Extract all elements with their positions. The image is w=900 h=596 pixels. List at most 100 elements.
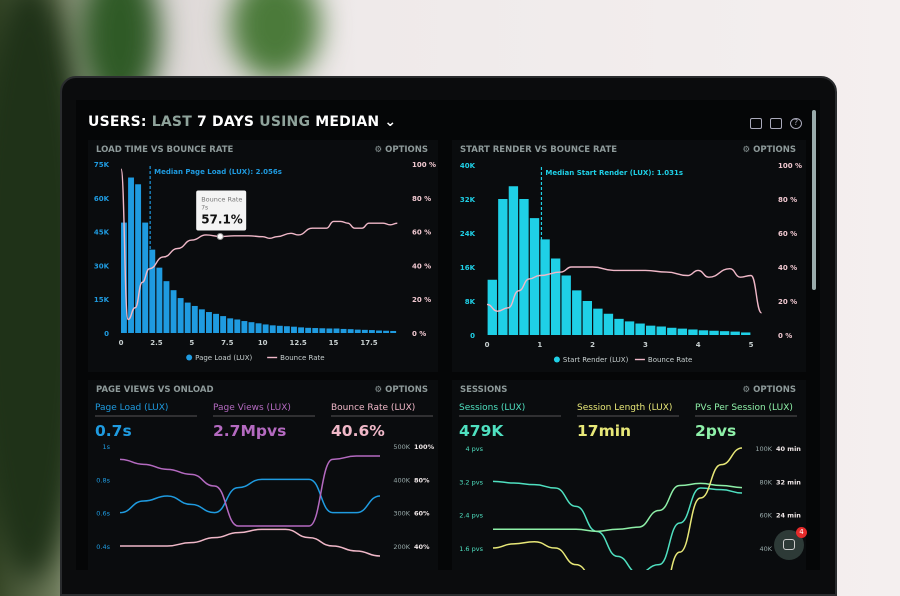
options-button[interactable]: ⚙ OPTIONS: [375, 385, 428, 395]
histogram-bar[interactable]: [135, 184, 142, 333]
histogram-bar[interactable]: [312, 328, 319, 333]
histogram-bar[interactable]: [624, 321, 635, 335]
histogram-bar[interactable]: [376, 330, 382, 333]
histogram-bar[interactable]: [561, 275, 571, 336]
histogram-bar[interactable]: [667, 327, 677, 335]
histogram-bar[interactable]: [191, 305, 198, 333]
histogram-bar[interactable]: [255, 323, 262, 333]
histogram-bar[interactable]: [198, 309, 205, 333]
histogram-bar[interactable]: [276, 325, 283, 333]
histogram-bar[interactable]: [248, 322, 255, 333]
period-selector[interactable]: 7 DAYS: [197, 114, 255, 130]
histogram-bar[interactable]: [572, 290, 582, 335]
histogram-bar[interactable]: [213, 313, 219, 333]
histogram-bar[interactable]: [333, 328, 340, 333]
x-tick-label: 5: [749, 341, 754, 349]
histogram-bar[interactable]: [635, 323, 645, 335]
panel-title: LOAD TIME VS BOUNCE RATE: [96, 145, 234, 155]
histogram-bar[interactable]: [593, 308, 603, 335]
histogram-bar[interactable]: [128, 177, 134, 333]
histogram-bar[interactable]: [234, 319, 241, 333]
kpi-value: 0.7s: [95, 422, 132, 440]
x-tick-label: 17.5: [360, 339, 377, 347]
help-icon[interactable]: ?: [790, 118, 802, 129]
histogram-bar[interactable]: [498, 199, 508, 335]
histogram-bar[interactable]: [677, 328, 688, 335]
histogram-bar[interactable]: [121, 222, 127, 333]
kpi-value: 479K: [459, 422, 504, 440]
histogram-bar[interactable]: [383, 330, 390, 333]
title-using: USING: [259, 114, 311, 130]
histogram-bar[interactable]: [508, 186, 519, 335]
y2-tick-label: 200K: [393, 543, 410, 551]
options-button[interactable]: ⚙ OPTIONS: [743, 145, 796, 155]
histogram-bar[interactable]: [582, 301, 592, 335]
series-line: [119, 455, 380, 527]
histogram-bar[interactable]: [730, 331, 740, 335]
histogram-bar[interactable]: [291, 326, 297, 333]
histogram-bar[interactable]: [390, 330, 397, 333]
notification-badge: 4: [796, 527, 807, 538]
panel-title: SESSIONS: [460, 385, 507, 395]
legend-swatch: [186, 354, 193, 361]
histogram-bar[interactable]: [354, 329, 361, 333]
histogram-bar[interactable]: [269, 325, 276, 333]
legend-label: Start Render (LUX): [563, 356, 629, 364]
histogram-bar[interactable]: [540, 239, 550, 335]
histogram-bar[interactable]: [262, 324, 269, 333]
histogram-bar[interactable]: [319, 328, 326, 333]
histogram-bar[interactable]: [656, 326, 666, 336]
histogram-bar[interactable]: [688, 329, 698, 335]
histogram-bar[interactable]: [519, 199, 529, 335]
title-last: LAST: [151, 114, 192, 130]
histogram-bar[interactable]: [709, 330, 719, 335]
histogram-bar[interactable]: [305, 327, 312, 333]
histogram-bar[interactable]: [177, 298, 184, 333]
histogram-bar[interactable]: [698, 330, 709, 335]
histogram-bar[interactable]: [283, 326, 290, 333]
y2-tick-label: 100 %: [412, 161, 436, 169]
histogram-bar[interactable]: [603, 313, 614, 335]
y3-tick-label: 80%: [414, 476, 430, 484]
histogram-bar[interactable]: [241, 321, 248, 333]
histogram-bar[interactable]: [220, 316, 227, 333]
histogram-bar[interactable]: [719, 331, 730, 335]
histogram-bar[interactable]: [361, 329, 368, 333]
monitor-icon[interactable]: [750, 118, 762, 129]
y-tick-label: 4 pvs: [465, 445, 483, 453]
y2-tick-label: 40 %: [778, 264, 797, 272]
histogram-bar[interactable]: [347, 329, 354, 333]
histogram-bar[interactable]: [156, 267, 163, 333]
kpi-label: Sessions (LUX): [459, 403, 525, 413]
histogram-bar[interactable]: [149, 249, 156, 333]
histogram-bar[interactable]: [206, 312, 212, 333]
kpi-label: Bounce Rate (LUX): [331, 403, 415, 413]
options-button[interactable]: ⚙ OPTIONS: [375, 145, 428, 155]
page-title[interactable]: USERS: LAST 7 DAYS USING MEDIAN ⌄: [88, 114, 396, 130]
bounce-rate-line: [486, 266, 763, 314]
x-tick-label: 1: [537, 341, 542, 349]
histogram-bar[interactable]: [741, 332, 751, 335]
chevron-down-icon[interactable]: ⌄: [384, 114, 397, 130]
chat-button[interactable]: 4: [774, 527, 807, 560]
tooltip-value: 57.1%: [201, 213, 243, 227]
options-button[interactable]: ⚙ OPTIONS: [743, 385, 796, 395]
y-tick-label: 15K: [94, 296, 110, 304]
histogram-bar[interactable]: [227, 318, 234, 333]
y-tick-label: 24K: [460, 230, 476, 238]
histogram-bar[interactable]: [550, 258, 561, 336]
y2-tick-label: 40 %: [412, 262, 431, 270]
histogram-bar[interactable]: [170, 290, 177, 333]
histogram-bar[interactable]: [163, 281, 170, 333]
histogram-bar[interactable]: [184, 302, 191, 333]
histogram-bar[interactable]: [326, 328, 333, 333]
statistic-selector[interactable]: MEDIAN: [315, 114, 380, 130]
scrollbar[interactable]: [812, 110, 816, 290]
histogram-bar[interactable]: [614, 318, 624, 335]
histogram-bar[interactable]: [368, 330, 375, 333]
histogram-bar[interactable]: [340, 328, 347, 333]
histogram-bar[interactable]: [646, 325, 656, 335]
share-icon[interactable]: [770, 118, 782, 129]
charts-layer: LOAD TIME VS BOUNCE RATE ⚙ OPTIONS START R…: [93, 145, 803, 570]
histogram-bar[interactable]: [298, 327, 305, 333]
